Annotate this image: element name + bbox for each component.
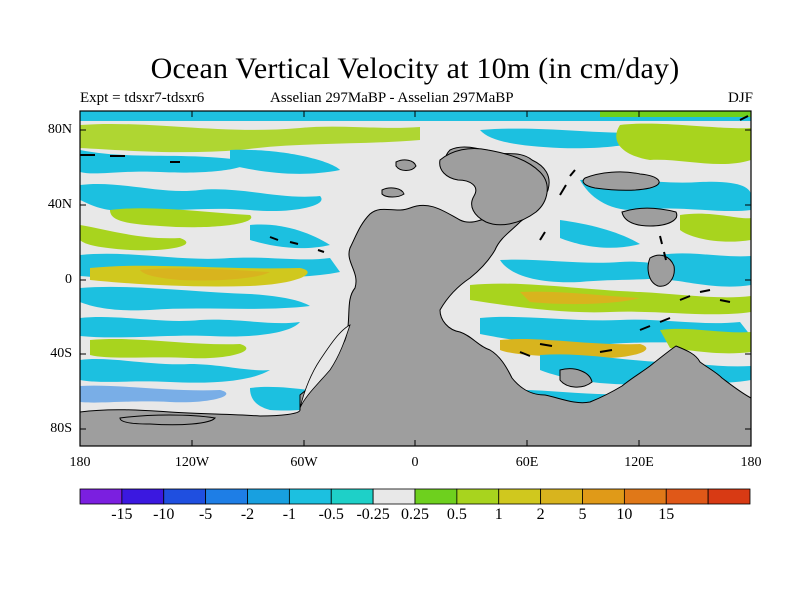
pangea-landmass (80, 146, 751, 446)
colorbar-label: -15 (111, 506, 133, 523)
colorbar-label: -0.5 (318, 506, 344, 523)
colorbar-swatch (205, 488, 248, 505)
lon-label-60w: 60W (290, 455, 318, 470)
velocity-patch (560, 220, 640, 248)
colorbar-swatch (79, 488, 123, 505)
velocity-patch (110, 208, 252, 228)
colorbar-swatch (540, 488, 583, 505)
indochina-block (647, 254, 675, 287)
island-arc-dashes (519, 317, 671, 357)
experiment-label: Expt = tdsxr7-tdsxr6 (80, 90, 205, 106)
colorbar-swatch (414, 488, 458, 505)
lat-label-40n: 40N (47, 197, 72, 212)
colorbar-label: 10 (616, 506, 633, 523)
velocity-patch (616, 123, 751, 165)
colorbar-swatch (665, 488, 709, 505)
island (381, 187, 405, 198)
lon-label-180w: 180 (69, 455, 91, 470)
island-arc-dashes (539, 115, 749, 303)
velocity-patch (500, 339, 647, 359)
colorbar (79, 488, 751, 505)
lat-label-80s: 80S (50, 421, 72, 436)
colorbar-label: -5 (198, 506, 213, 523)
colorbar-swatch (163, 488, 207, 505)
lon-label-60e: 60E (515, 455, 539, 470)
colorbar-swatch (456, 488, 500, 505)
colorbar-swatch (247, 488, 290, 505)
colorbar-label: 1 (494, 506, 503, 523)
colorbar-swatch (372, 488, 416, 505)
north-china-block (582, 171, 660, 191)
velocity-patch (140, 268, 270, 281)
colorbar-label: -0.25 (356, 506, 390, 523)
colorbar-label: -2 (240, 506, 255, 523)
velocity-patch (80, 123, 420, 153)
colorbar-label: -10 (153, 506, 175, 523)
map-title: Ocean Vertical Velocity at 10m (in cm/da… (150, 52, 680, 85)
colorbar-label: 0.5 (446, 506, 467, 523)
velocity-patch (250, 224, 330, 249)
velocity-patch (660, 253, 751, 287)
colorbar-swatch (288, 488, 332, 505)
velocity-patch (660, 328, 751, 354)
velocity-patch (80, 359, 270, 383)
velocity-patch (480, 128, 646, 149)
colorbar-label: 15 (658, 506, 675, 523)
map-panel (79, 110, 752, 447)
colorbar-label: 0.25 (401, 506, 429, 523)
season-label: DJF (727, 90, 753, 106)
velocity-patch (80, 317, 300, 338)
velocity-patch (520, 291, 640, 305)
velocity-patch (90, 339, 247, 359)
island (395, 159, 417, 171)
lon-label-120e: 120E (624, 455, 654, 470)
lat-label-40s: 40S (50, 346, 72, 361)
lon-label-0: 0 (411, 455, 419, 470)
colorbar-swatch (498, 488, 542, 505)
velocity-patch (80, 225, 187, 251)
lat-label-equator: 0 (65, 272, 72, 287)
island-arc-dashes (80, 154, 325, 253)
colorbar-label: 2 (536, 506, 545, 523)
colorbar-swatch (582, 488, 625, 505)
colorbar-swatch (330, 488, 374, 505)
velocity-patch (230, 149, 340, 174)
siberia-landmass (439, 147, 548, 226)
coastal-inlet (299, 324, 351, 409)
velocity-patch (80, 183, 322, 212)
lat-label-80n: 80N (47, 122, 72, 137)
colorbar-swatch (623, 488, 667, 505)
antarctic-shelf (119, 414, 216, 426)
colorbar-swatch (121, 488, 165, 505)
axis-ticks (80, 111, 751, 446)
period-label: Asselian 297MaBP - Asselian 297MaBP (270, 90, 514, 106)
velocity-patch (80, 286, 310, 311)
velocity-patch (680, 213, 751, 242)
colorbar-label: 5 (578, 506, 587, 523)
south-china-block (621, 207, 678, 227)
island (559, 368, 593, 388)
lon-label-180e: 180 (740, 455, 762, 470)
colorbar-label: -1 (282, 506, 297, 523)
colorbar-swatch (707, 488, 751, 505)
lon-label-120w: 120W (174, 455, 210, 470)
